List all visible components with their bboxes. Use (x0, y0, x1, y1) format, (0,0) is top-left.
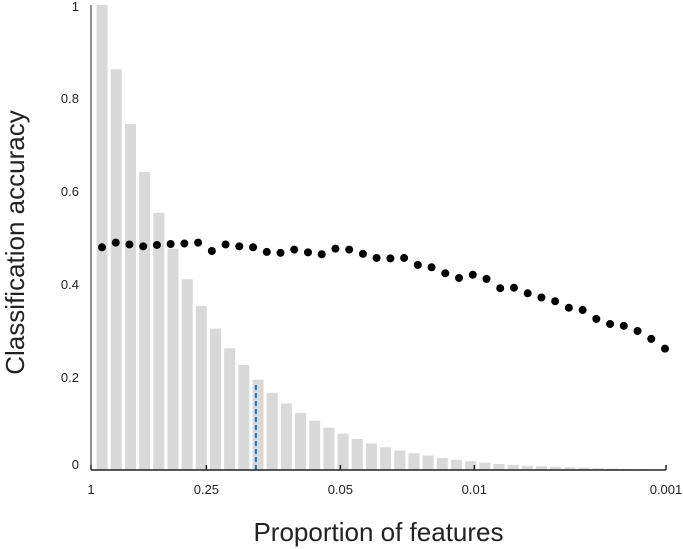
accuracy-point (235, 242, 244, 251)
accuracy-point (619, 321, 628, 330)
bar (238, 364, 250, 470)
accuracy-point (98, 243, 106, 252)
accuracy-point (358, 249, 367, 258)
y-tick-label: 0.8 (61, 91, 79, 106)
bar (592, 468, 604, 470)
bar (550, 466, 562, 470)
bar (450, 459, 462, 470)
accuracy-point (509, 283, 518, 292)
bar (408, 453, 420, 470)
bar (153, 212, 165, 470)
accuracy-point (207, 246, 216, 255)
x-axis-ticks: 1 0.25 0.05 0.01 0.001 (87, 465, 682, 497)
accuracy-point (166, 240, 175, 249)
bar (224, 348, 236, 470)
bar (96, 5, 108, 470)
bar (351, 438, 363, 470)
bar (323, 427, 335, 470)
accuracy-point (441, 269, 450, 278)
bar (465, 461, 477, 470)
accuracy-point (372, 253, 381, 262)
accuracy-point (551, 297, 560, 306)
bar (564, 467, 576, 470)
accuracy-point (633, 326, 642, 335)
accuracy-point (111, 238, 120, 247)
bar (139, 171, 151, 470)
x-tick-label: 0.01 (462, 482, 487, 497)
bar (535, 466, 548, 470)
accuracy-point (152, 240, 161, 249)
accuracy-point (249, 243, 258, 252)
bar (295, 412, 307, 470)
accuracy-point (661, 344, 669, 353)
y-tick-label: 0 (72, 457, 79, 472)
accuracy-point (317, 250, 326, 259)
accuracy-point (413, 260, 422, 269)
accuracy-point (537, 293, 546, 302)
accuracy-point (276, 248, 285, 257)
bar (167, 248, 179, 470)
x-tick-label: 1 (87, 482, 94, 497)
bar (110, 69, 122, 471)
accuracy-point (194, 238, 203, 247)
y-tick-label: 0.4 (61, 277, 79, 292)
accuracy-point (647, 334, 656, 343)
bar (422, 455, 434, 470)
bar (380, 447, 392, 470)
accuracy-point (427, 263, 436, 272)
bar (195, 305, 207, 470)
bar (479, 462, 491, 470)
accuracy-point (400, 253, 409, 262)
accuracy-point (125, 240, 134, 249)
accuracy-point (523, 289, 532, 298)
accuracy-point (180, 239, 189, 248)
y-tick-label: 1 (72, 0, 79, 14)
accuracy-point (592, 314, 601, 323)
x-tick-label: 0.25 (194, 482, 219, 497)
bar (124, 124, 136, 470)
y-axis-ticks: 0 0.2 0.4 0.6 0.8 1 (61, 0, 79, 472)
bar (578, 467, 590, 470)
accuracy-point (221, 240, 230, 249)
accuracy-points (98, 238, 669, 353)
bar (181, 279, 193, 470)
accuracy-point (303, 248, 312, 257)
bar (337, 433, 349, 470)
accuracy-point (331, 244, 340, 253)
accuracy-point (496, 284, 505, 293)
feature-proportion-bars (96, 5, 661, 471)
bar (280, 403, 292, 470)
bar (493, 463, 505, 470)
accuracy-point (578, 306, 587, 315)
bar (309, 420, 321, 470)
y-tick-label: 0.2 (61, 370, 79, 385)
accuracy-point (386, 254, 395, 263)
accuracy-point (345, 245, 354, 254)
bar (209, 328, 222, 470)
accuracy-point (262, 247, 271, 256)
accuracy-point (455, 273, 464, 282)
bar (521, 465, 533, 470)
bar (252, 379, 264, 470)
bar (436, 457, 448, 470)
accuracy-point (482, 274, 491, 283)
bar (507, 464, 519, 470)
accuracy-point (606, 319, 615, 328)
accuracy-point (468, 270, 477, 279)
x-tick-label: 0.001 (650, 482, 683, 497)
accuracy-point (564, 303, 573, 312)
y-tick-label: 0.6 (61, 184, 79, 199)
bar (365, 443, 377, 470)
accuracy-point (290, 245, 299, 254)
x-tick-label: 0.05 (328, 482, 353, 497)
bar (394, 450, 406, 470)
y-axis-title: Classification accuracy (0, 110, 30, 374)
accuracy-point (139, 242, 148, 251)
axes (90, 5, 666, 471)
bar (266, 392, 278, 470)
x-axis-title: Proportion of features (253, 517, 503, 547)
